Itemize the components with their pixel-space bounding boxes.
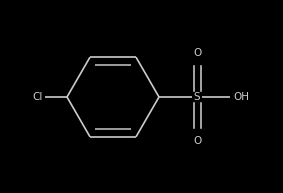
Text: S: S — [194, 92, 200, 102]
Text: O: O — [193, 136, 201, 146]
Text: Cl: Cl — [33, 92, 43, 102]
Text: O: O — [193, 48, 201, 58]
Text: OH: OH — [233, 92, 249, 102]
